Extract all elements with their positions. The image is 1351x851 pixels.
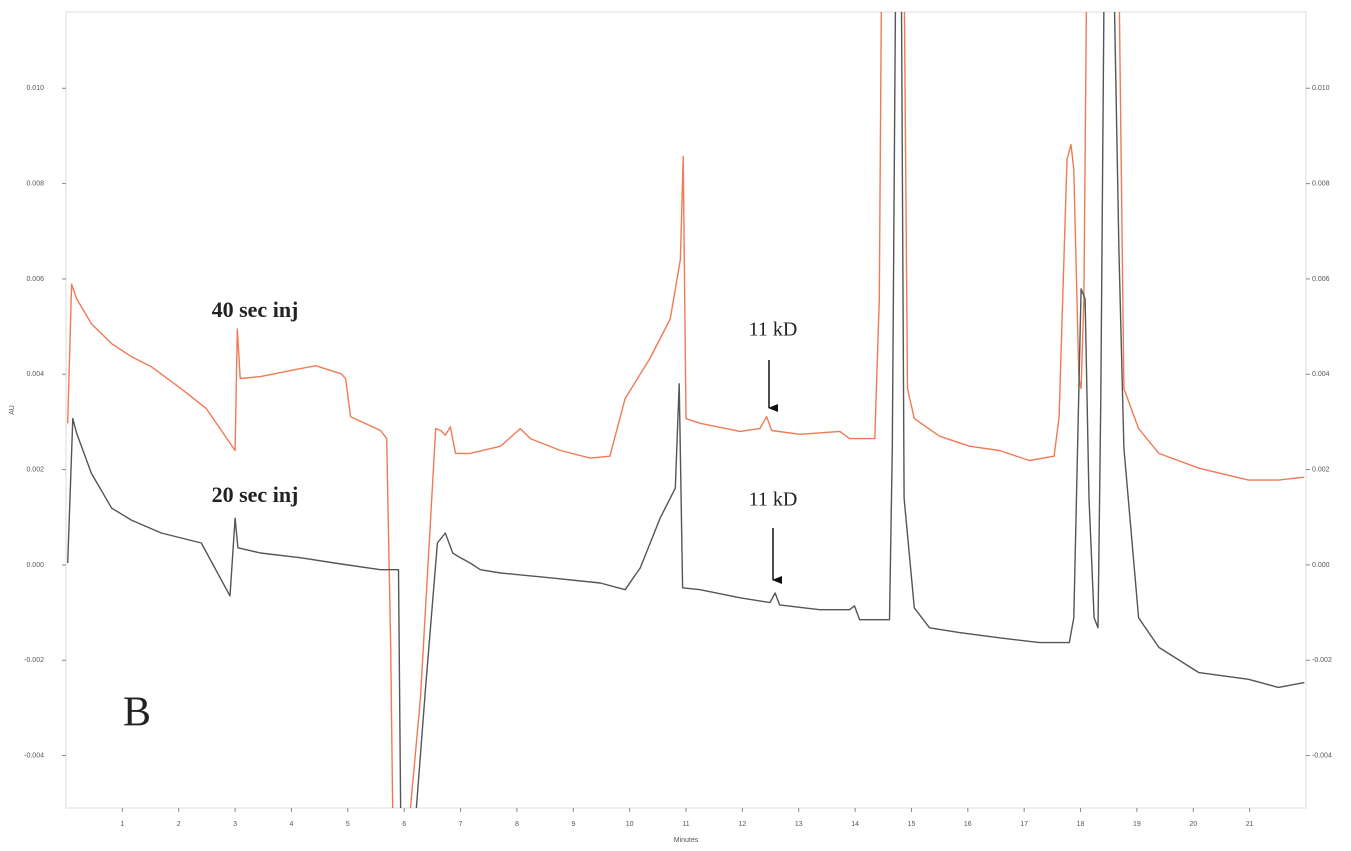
x-tick-label: 8 (515, 821, 519, 828)
x-tick-label: 9 (571, 821, 575, 828)
y-tick-label-right: 0.006 (1312, 276, 1330, 283)
y-tick-label: 0.004 (26, 371, 44, 378)
x-tick-label: 20 (1189, 821, 1197, 828)
y-tick-label-right: 0.008 (1312, 180, 1330, 187)
y-tick-label-right: -0.004 (1312, 752, 1332, 759)
x-axis-title: Minutes (674, 837, 699, 844)
y-tick-label: 0.002 (26, 466, 44, 473)
y-tick-label-right: 0.010 (1312, 85, 1330, 92)
y-tick-label-right: 0.000 (1312, 562, 1330, 569)
y-tick-label-right: 0.002 (1312, 466, 1330, 473)
x-tick-label: 3 (233, 821, 237, 828)
y-tick-label: -0.004 (24, 752, 44, 759)
x-tick-label: 5 (346, 821, 350, 828)
annotation: B (123, 690, 151, 736)
series-line (67, 12, 1305, 808)
series-label: 40 sec inj (212, 297, 299, 322)
y-tick-label-right: -0.002 (1312, 657, 1332, 664)
x-tick-label: 15 (908, 821, 916, 828)
x-tick-label: 2 (177, 821, 181, 828)
x-tick-label: 19 (1133, 821, 1141, 828)
y-tick-label: -0.002 (24, 657, 44, 664)
y-tick-label: 0.010 (26, 85, 44, 92)
x-tick-label: 7 (459, 821, 463, 828)
x-tick-label: 1 (120, 821, 124, 828)
x-tick-label: 17 (1020, 821, 1028, 828)
x-tick-label: 12 (738, 821, 746, 828)
annotation: 11 kD (749, 319, 798, 341)
y-tick-label: 0.006 (26, 276, 44, 283)
x-tick-label: 11 (682, 821, 689, 828)
x-tick-label: 4 (290, 821, 294, 828)
y-tick-label-right: 0.004 (1312, 371, 1330, 378)
annotation: 11 kD (749, 489, 798, 511)
y-tick-label: 0.008 (26, 180, 44, 187)
series-line (67, 12, 1305, 808)
x-tick-label: 18 (1077, 821, 1085, 828)
x-tick-label: 10 (626, 821, 634, 828)
x-tick-label: 14 (851, 821, 859, 828)
y-tick-label: 0.000 (26, 562, 44, 569)
x-tick-label: 6 (402, 821, 406, 828)
x-tick-label: 16 (964, 821, 972, 828)
x-tick-label: 13 (795, 821, 803, 828)
x-tick-label: 21 (1246, 821, 1254, 828)
series-label: 20 sec inj (212, 482, 299, 507)
y-axis-title: AU (9, 405, 16, 415)
